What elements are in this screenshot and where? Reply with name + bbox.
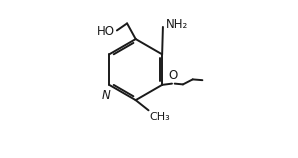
Text: O: O bbox=[168, 69, 177, 82]
Text: NH₂: NH₂ bbox=[166, 18, 189, 31]
Text: HO: HO bbox=[97, 25, 115, 38]
Text: CH₃: CH₃ bbox=[150, 112, 170, 122]
Text: N: N bbox=[102, 89, 111, 102]
